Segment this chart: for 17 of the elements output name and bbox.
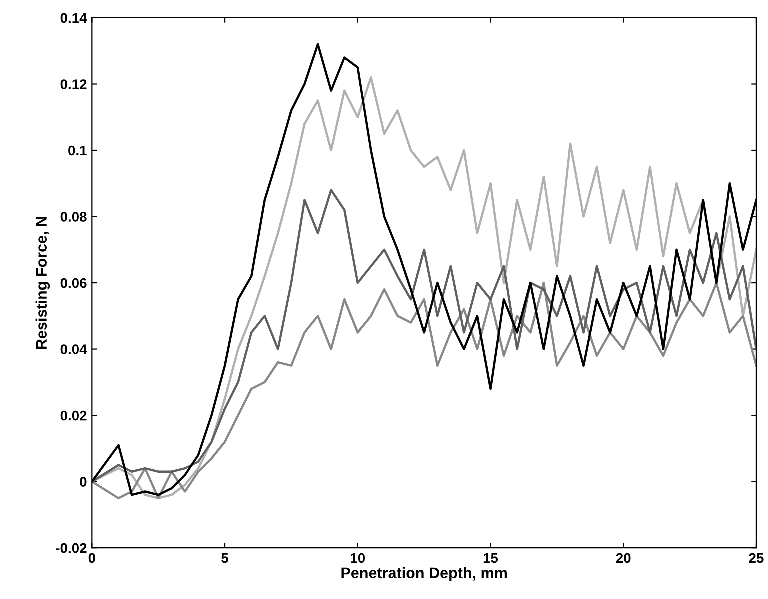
y-axis-title: Resisting Force, N	[36, 216, 50, 350]
x-tick-label: 0	[88, 553, 96, 564]
y-tick-label: 0	[80, 477, 87, 487]
y-tick-label: 0.04	[60, 344, 88, 354]
x-tick-label: 15	[484, 553, 498, 564]
y-tick-label: 0.14	[60, 13, 88, 24]
y-tick-label: -0.02	[56, 543, 87, 554]
y-tick-label: 0.12	[60, 80, 87, 90]
y-tick-label: 0.06	[60, 278, 87, 288]
x-tick-label: 10	[351, 553, 366, 564]
x-tick-label: 25	[749, 553, 764, 564]
x-axis-title: Penetration Depth, mm	[342, 567, 507, 582]
y-tick-label: 0.08	[60, 212, 87, 222]
y-tick-label: 0.02	[60, 410, 87, 421]
x-tick-label: 20	[616, 553, 631, 564]
x-tick-label: 5	[222, 553, 228, 564]
y-tick-label: 0.1	[68, 146, 87, 156]
